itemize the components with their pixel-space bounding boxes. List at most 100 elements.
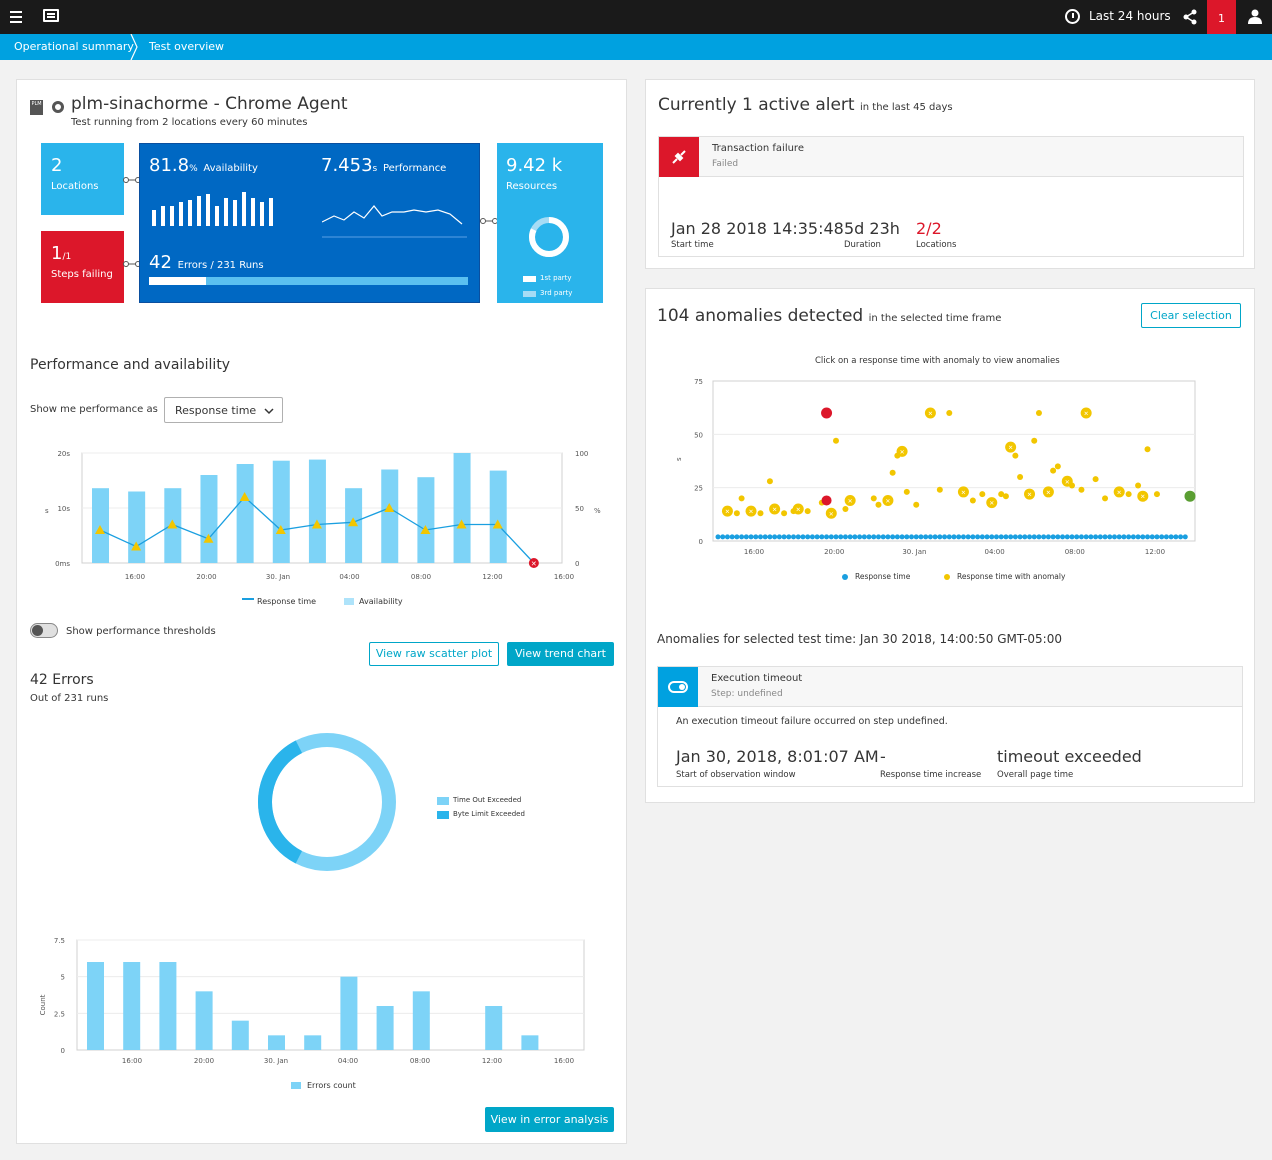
anomaly-point [979, 491, 986, 498]
response-time-point [734, 534, 740, 540]
response-time-point [927, 534, 933, 540]
anomaly-point-icon: ✕ [1046, 489, 1051, 496]
steps-label: Steps failing [51, 269, 113, 280]
view-in-error-analysis-button[interactable]: View in error analysis [485, 1107, 614, 1132]
resources-donut [529, 217, 569, 257]
anomaly-point [766, 478, 773, 485]
response-time-point [1111, 534, 1117, 540]
plot-area [712, 380, 1196, 542]
legend-3rd-party: 3rd party [540, 289, 573, 297]
chevron-down-icon [264, 408, 274, 415]
response-time-point [909, 534, 915, 540]
response-time-point [809, 534, 815, 540]
availability-bar [381, 469, 399, 563]
anomaly-item[interactable]: Execution timeout Step: undefined An exe… [657, 666, 1243, 787]
alert-title-suffix: in the last 45 days [860, 102, 953, 113]
x-tick-label: 08:00 [411, 573, 431, 581]
perf-section-title: Performance and availability [30, 357, 231, 373]
selected-anomaly-title: Anomalies for selected test time: Jan 30… [657, 632, 1062, 646]
availability-bar [308, 459, 326, 563]
breadcrumb-operational-summary[interactable]: Operational summary [14, 40, 134, 53]
anomaly-point-icon: ✕ [961, 489, 966, 496]
response-time-point [743, 534, 749, 540]
legend-bytelimit-swatch [437, 811, 449, 819]
failure-plug-icon [659, 137, 699, 177]
problems-badge[interactable]: 1 [1207, 0, 1236, 34]
view-trend-chart-button[interactable]: View trend chart [507, 642, 614, 666]
response-time-point [762, 534, 768, 540]
thresholds-toggle[interactable] [30, 623, 58, 638]
menu-icon[interactable] [10, 11, 22, 23]
response-time-point [1121, 534, 1127, 540]
response-time-point [1088, 534, 1094, 540]
alert-duration-value: 5d 23h [844, 219, 900, 238]
failure-marker-icon: ✕ [531, 560, 537, 568]
error-count-bar [195, 991, 213, 1050]
y-tick-label: 0 [61, 1047, 65, 1055]
overall-page-time-label: Overall page time [997, 770, 1074, 780]
anomaly-point [1092, 476, 1099, 483]
steps-value: 1 [51, 243, 63, 264]
anomaly-point-icon: ✕ [796, 507, 801, 514]
share-icon[interactable] [1182, 9, 1198, 25]
y-tick-label: 10s [57, 505, 70, 513]
anomaly-point-icon: ✕ [772, 507, 777, 514]
legend-anomaly-dot [944, 574, 950, 580]
error-count-bar [87, 962, 104, 1050]
response-time-point [880, 534, 886, 540]
alert-box[interactable]: Transaction failure Failed Jan 28 2018 1… [658, 136, 1244, 257]
errors-donut-chart [258, 733, 396, 871]
response-time-point [894, 534, 900, 540]
response-time-point [1140, 534, 1146, 540]
x-tick-label: 08:00 [1065, 548, 1085, 556]
response-time-point [772, 534, 778, 540]
anomaly-point [1069, 482, 1075, 489]
alert-name: Transaction failure [712, 143, 804, 154]
response-time-point [1168, 534, 1174, 540]
steps-failing-tile[interactable]: 1/1 Steps failing [41, 231, 124, 303]
resources-tile[interactable]: 9.42 k Resources 1st party 3rd party [497, 143, 603, 303]
performance-availability-chart: 0ms 10s 20s 0 50 100 s % 16:00 20:00 30. Jan 04:00 0… [45, 450, 601, 581]
x-tick-label: 04:00 [338, 1057, 358, 1065]
x-tick-label: 30. Jan [266, 573, 290, 581]
response-time-point [1149, 534, 1155, 540]
response-time-point [1097, 534, 1103, 540]
user-icon[interactable] [1247, 8, 1263, 24]
anomaly-point-icon: ✕ [900, 449, 905, 456]
breadcrumb-test-overview[interactable]: Test overview [149, 40, 225, 53]
anomaly-scatter-chart[interactable]: 0 25 50 75 s 16:00 20:00 30. Jan 04:00 08:00 12:00… [671, 369, 1231, 559]
anomalies-title: 104 anomalies detected in the selected t… [657, 306, 1001, 326]
legend-1st-party: 1st party [540, 274, 572, 282]
anomaly-point [946, 410, 953, 416]
response-time-point [1154, 534, 1160, 540]
observation-start-label: Start of observation window [676, 770, 796, 780]
clear-selection-button[interactable]: Clear selection [1141, 303, 1241, 328]
y-tick-label: 25 [694, 485, 703, 493]
response-time-point [1041, 534, 1047, 540]
anomaly-point-icon: ✕ [829, 511, 834, 518]
anomaly-chart-caption: Click on a response time with anomaly to… [815, 356, 1060, 366]
monitor-icon[interactable] [43, 9, 59, 22]
anomaly-point [1144, 446, 1151, 453]
performance-metric-select[interactable]: Response time [164, 397, 283, 423]
availability-performance-tile[interactable]: 81.8% Availability 7.453s Performance 42… [139, 143, 480, 303]
response-time-point [965, 534, 971, 540]
overall-page-time-value: timeout exceeded [997, 747, 1142, 766]
legend-errors-count-icon [291, 1082, 301, 1089]
anomaly-point [721, 505, 733, 517]
clock-icon[interactable] [1065, 9, 1080, 24]
response-time-point [1069, 534, 1075, 540]
anomaly-point [882, 494, 894, 506]
response-time-point [1083, 534, 1089, 540]
locations-tile[interactable]: 2 Locations [41, 143, 124, 215]
x-tick-label: 30. Jan [902, 548, 926, 556]
anomaly-point [1102, 495, 1109, 502]
alert-title-text: Currently 1 active alert [658, 95, 855, 115]
timeframe-selector[interactable]: Last 24 hours [1089, 9, 1171, 23]
anomaly-point [1017, 474, 1024, 480]
response-time-point [984, 534, 990, 540]
view-raw-scatter-button[interactable]: View raw scatter plot [369, 642, 499, 666]
errors-progress-bar [149, 277, 468, 285]
failure-marker [528, 558, 539, 568]
active-alert-card: Currently 1 active alert in the last 45 … [645, 79, 1255, 269]
